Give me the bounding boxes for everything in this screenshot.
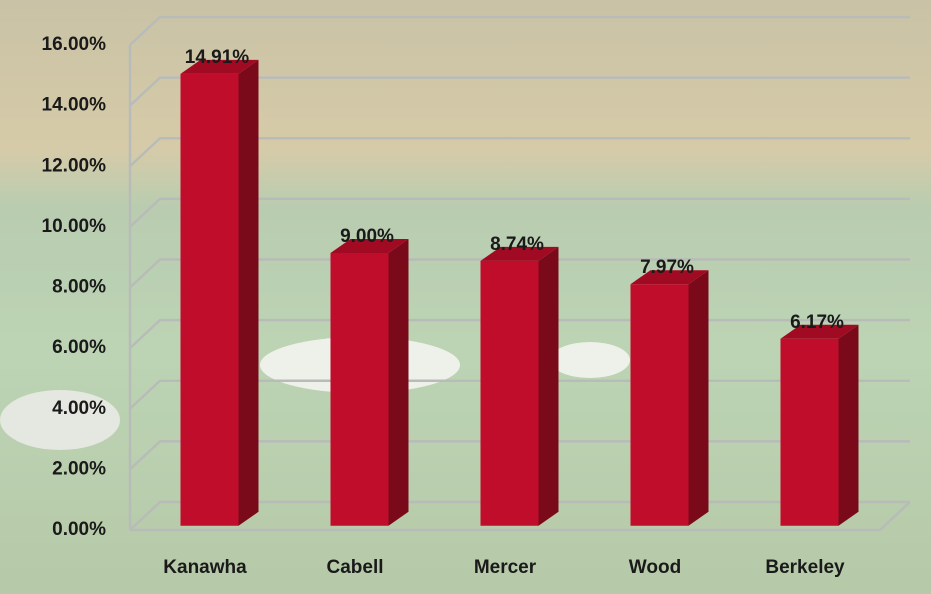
bar-top (480, 246, 559, 261)
bar-top (330, 238, 409, 253)
bar (180, 59, 259, 526)
bar-front (630, 284, 689, 526)
y-tick-label: 12.00% (42, 155, 107, 176)
bar-side (238, 59, 259, 526)
bar-side (388, 238, 409, 526)
bar-top (780, 324, 859, 339)
bar-front (180, 73, 239, 526)
x-tick-label: Kanawha (163, 557, 247, 578)
bar-side (838, 324, 859, 526)
bar (780, 324, 859, 526)
bar-top (180, 59, 259, 74)
floor-edge (879, 501, 911, 531)
grid-line (129, 258, 910, 289)
y-tick-label: 16.00% (42, 34, 107, 55)
bar-front (330, 252, 389, 526)
value-label: 6.17% (790, 312, 844, 333)
value-label: 14.91% (185, 47, 250, 68)
x-tick-label: Cabell (326, 557, 383, 578)
value-label: 9.00% (340, 226, 394, 247)
y-tick-label: 8.00% (52, 277, 106, 298)
bar-top (630, 270, 709, 285)
bar (630, 270, 709, 526)
y-tick-label: 6.00% (52, 337, 106, 358)
bar-front (780, 338, 839, 526)
grid-line (129, 197, 910, 228)
bar-front (480, 260, 539, 526)
x-tick-label: Mercer (474, 557, 537, 578)
bunker (550, 342, 630, 378)
grid-line (129, 76, 910, 107)
y-tick-label: 10.00% (42, 216, 107, 237)
y-tick-label: 0.00% (52, 519, 106, 540)
value-label: 8.74% (490, 234, 544, 255)
y-tick-label: 4.00% (52, 398, 106, 419)
bar (480, 246, 559, 526)
y-tick-label: 14.00% (42, 95, 107, 116)
y-tick-label: 2.00% (52, 458, 106, 479)
x-tick-label: Berkeley (765, 557, 845, 578)
grid-line (129, 137, 910, 168)
x-tick-label: Wood (629, 557, 681, 578)
value-label: 7.97% (640, 257, 694, 278)
bar-side (538, 246, 559, 526)
grid-line (129, 15, 910, 46)
bar-side (688, 270, 709, 526)
bar (330, 238, 409, 526)
bunker (0, 390, 120, 450)
